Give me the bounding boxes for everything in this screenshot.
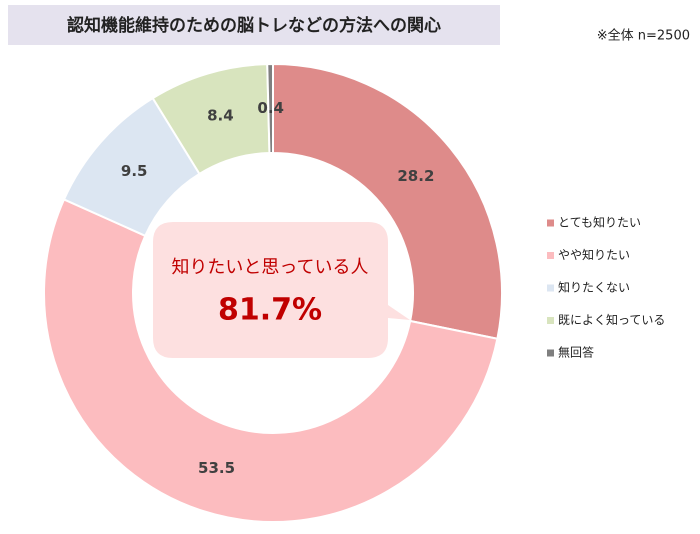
legend-swatch	[547, 349, 554, 357]
legend-label: 無回答	[558, 345, 594, 360]
data-label: 28.2	[397, 167, 434, 185]
slice	[272, 62, 503, 340]
legend-label: やや知りたい	[558, 248, 630, 262]
legend-label: 既によく知っている	[558, 313, 665, 327]
callout-value: 81.7%	[218, 293, 322, 328]
slice	[43, 198, 499, 523]
donut: 28.2 53.5 9.5 8.4 0.4	[43, 62, 503, 523]
data-label: 0.4	[257, 99, 284, 117]
chart-subtitle: ※全体 n=2500	[597, 28, 690, 44]
title-box	[8, 5, 500, 45]
legend-label: とても知りたい	[558, 216, 641, 230]
legend-swatch	[547, 252, 554, 259]
data-label: 9.5	[121, 162, 148, 180]
data-label: 53.5	[198, 459, 235, 477]
legend-swatch	[547, 317, 554, 324]
data-label: 8.4	[207, 107, 234, 125]
chart-title: 認知機能維持のための脳トレなどの方法への関心	[67, 15, 441, 36]
legend-swatch	[547, 284, 554, 292]
callout-box	[153, 222, 410, 358]
callout-label: 知りたいと思っている人	[171, 257, 368, 278]
legend-label: 知りたくない	[558, 281, 630, 295]
slice	[266, 62, 274, 155]
legend-swatch	[547, 219, 554, 227]
